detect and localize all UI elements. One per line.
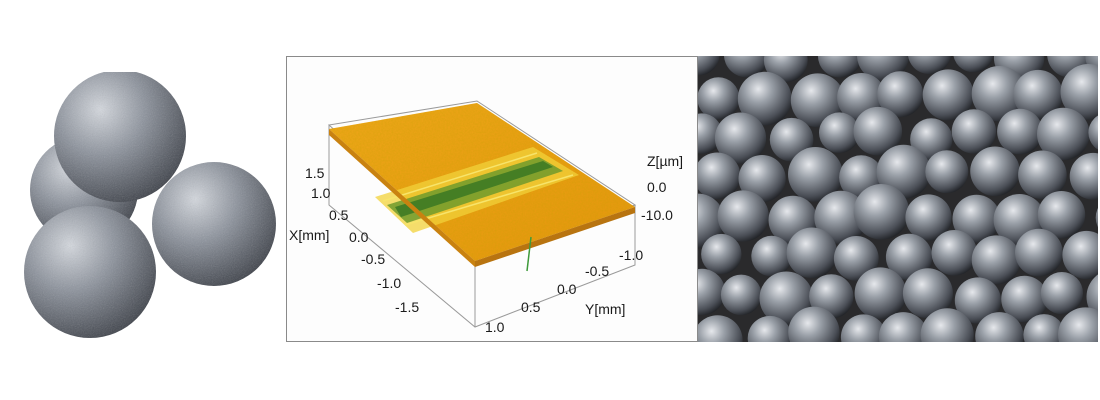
y-tick: -0.5 [585,263,610,279]
steel-shot-ball [698,56,720,76]
steel-shot-ball [953,56,994,73]
x-tick: 1.5 [305,165,325,181]
steel-shot-ball [971,66,1028,122]
steel-shot-ball [908,56,951,75]
steel-shot-ball [902,268,953,319]
steel-shot-ball [970,146,1020,197]
surface-front-edge [329,129,475,267]
steel-shot-ball [876,144,931,199]
steel-shot-ball [1069,152,1098,200]
steel-shot-ball [878,312,928,342]
y-tick: 1.0 [485,319,505,335]
steel-shot-ball [910,118,953,161]
steel-shot-ball [853,106,903,156]
steel-shot-ball [1001,275,1048,323]
steel-shot-ball [1040,272,1083,315]
z-tick: -10.0 [641,207,673,223]
grinding-balls-icon [24,70,276,338]
steel-shot-ball [885,233,933,281]
surface-profile-icon [327,100,637,328]
steel-shot-ball [717,190,769,242]
x-tick: 0.5 [329,207,349,223]
steel-shot-ball [1095,208,1098,228]
ball-front [24,206,156,338]
steel-shot-ball [951,109,997,154]
steel-shot-ball [1037,107,1090,161]
steel-shot-ball [952,194,1001,243]
steel-shot-ball [1013,69,1063,120]
steel-shot-ball [925,150,969,194]
steel-shot-photo [698,56,1098,342]
steel-shot-ball [853,184,910,240]
grinding-balls-photo [18,70,276,340]
steel-shot-ball [920,308,974,342]
z-axis-label: Z[µm] [647,153,684,169]
steel-shot-ball [698,77,740,120]
x-tick: -1.5 [395,299,420,315]
x-tick: 1.0 [311,185,331,201]
wear-track [375,147,579,233]
steel-shot-ball [971,235,1021,285]
steel-shot-ball [1062,230,1098,280]
x-tick: -1.0 [377,275,402,291]
steel-shot-ball [698,152,741,200]
y-tick: 0.5 [521,299,541,315]
steel-shot-ball [819,112,860,153]
x-tick: -0.5 [361,251,386,267]
steel-shot-ball [814,190,868,244]
steel-shot-ball [1060,64,1098,120]
ball-top [54,70,186,202]
steel-shot-ball [975,312,1024,342]
surface-profile-plot: X[mm] Y[mm] Z[µm] 1.5 1.0 0.5 0.0 -0.5 -… [286,56,698,342]
steel-shot-ball [737,71,792,126]
x-axis-label: X[mm] [289,227,330,243]
steel-shot-ball [905,194,952,241]
surface-spike [526,236,532,272]
steel-shot-ball [790,73,845,128]
steel-shot-ball [833,236,879,281]
steel-shot-ball [788,147,843,202]
steel-shot-ball [751,235,792,277]
steel-shot-ball [788,306,840,342]
y-tick: -1.0 [619,247,644,263]
steel-shot-ball [786,227,838,279]
steel-shot-ball [747,315,793,342]
steel-shot-ball [954,277,1001,324]
z-tick: 0.0 [647,179,667,195]
steel-shot-ball [1015,228,1063,277]
steel-shot-pile-icon [698,56,1098,342]
steel-shot-ball [720,274,762,316]
ball-back-right [152,162,276,286]
steel-shot-ball [854,267,907,320]
steel-shot-ball [1018,150,1067,200]
steel-shot-ball [1037,191,1086,239]
steel-shot-ball [817,56,862,78]
surface-side-edge [475,207,635,267]
steel-shot-ball [698,268,726,316]
steel-shot-ball [877,71,924,118]
steel-shot-ball [1088,115,1098,150]
steel-shot-ball [738,155,786,203]
steel-shot-ball [840,314,887,342]
y-tick: 0.0 [557,281,577,297]
steel-shot-ball [701,233,742,275]
steel-shot-ball [714,112,767,164]
steel-shot-ball [1058,307,1098,342]
steel-shot-ball [698,315,743,342]
steel-shot-ball [997,108,1043,155]
y-axis-label: Y[mm] [585,301,626,317]
steel-shot-ball [931,230,978,276]
steel-shot-ball [723,56,770,78]
x-tick: 0.0 [349,229,369,245]
steel-shot-ball [922,69,974,121]
steel-shot-ball [1023,314,1065,342]
